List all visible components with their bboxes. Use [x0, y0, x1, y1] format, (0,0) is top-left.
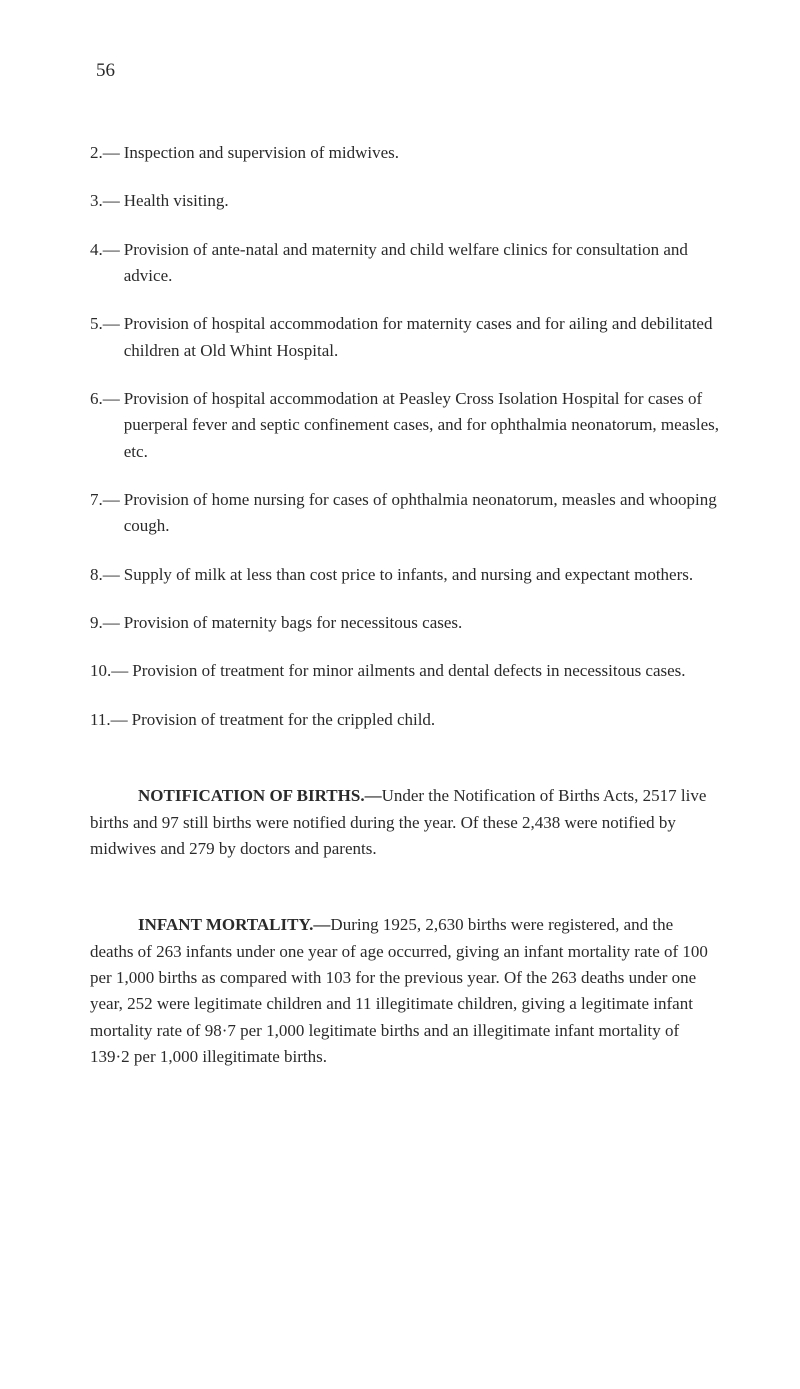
section-title: INFANT MORTALITY.—	[138, 915, 330, 934]
item-number: 10	[90, 658, 132, 684]
item-body: Provision of treatment for minor ailment…	[132, 658, 720, 684]
section-title: NOTIFICATION OF BIRTHS.—	[138, 786, 382, 805]
page-number: 56	[96, 60, 720, 82]
item-body: Inspection and supervision of midwives.	[124, 140, 720, 166]
list-item: 4 Provision of ante-natal and maternity …	[90, 237, 720, 290]
list-item: 5 Provision of hospital accommodation fo…	[90, 311, 720, 364]
list-item: 3 Health visiting.	[90, 188, 720, 214]
item-body: Supply of milk at less than cost price t…	[124, 562, 720, 588]
list-item: 6 Provision of hospital accommodation at…	[90, 386, 720, 465]
list-item: 8 Supply of milk at less than cost price…	[90, 562, 720, 588]
item-body: Provision of hospital accommodation at P…	[124, 386, 720, 465]
section-notification: NOTIFICATION OF BIRTHS.—Under the Notifi…	[90, 783, 720, 862]
item-number: 9	[90, 610, 124, 636]
item-number: 3	[90, 188, 124, 214]
item-number: 2	[90, 140, 124, 166]
item-number: 7	[90, 487, 124, 540]
item-body: Provision of treatment for the crippled …	[132, 707, 720, 733]
item-body: Health visiting.	[124, 188, 720, 214]
numbered-items-list: 2 Inspection and supervision of midwives…	[90, 140, 720, 733]
item-body: Provision of hospital accommodation for …	[124, 311, 720, 364]
section-infant-mortality: INFANT MORTALITY.—During 1925, 2,630 bir…	[90, 912, 720, 1070]
item-number: 8	[90, 562, 124, 588]
item-body: Provision of home nursing for cases of o…	[124, 487, 720, 540]
list-item: 2 Inspection and supervision of midwives…	[90, 140, 720, 166]
item-number: 5	[90, 311, 124, 364]
list-item: 10 Provision of treatment for minor ailm…	[90, 658, 720, 684]
list-item: 7 Provision of home nursing for cases of…	[90, 487, 720, 540]
document-page: 56 2 Inspection and supervision of midwi…	[0, 0, 800, 1389]
item-number: 4	[90, 237, 124, 290]
item-body: Provision of maternity bags for necessit…	[124, 610, 720, 636]
list-item: 9 Provision of maternity bags for necess…	[90, 610, 720, 636]
list-item: 11 Provision of treatment for the crippl…	[90, 707, 720, 733]
item-body: Provision of ante-natal and maternity an…	[124, 237, 720, 290]
item-number: 11	[90, 707, 132, 733]
section-body: During 1925, 2,630 births were registere…	[90, 915, 708, 1066]
item-number: 6	[90, 386, 124, 465]
